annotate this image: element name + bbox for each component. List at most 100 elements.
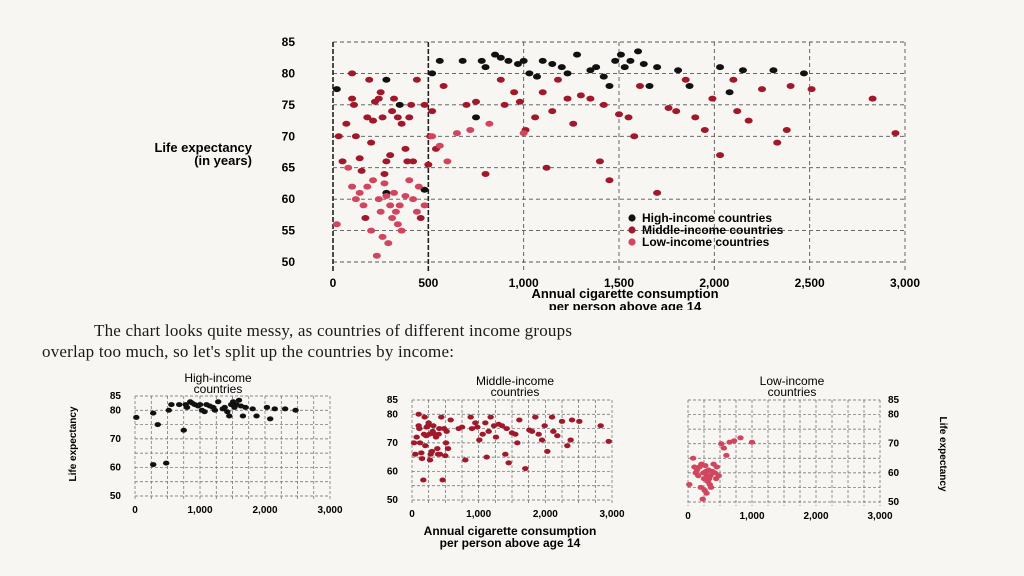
small-y-tick-label: 50 (888, 497, 900, 508)
main-point-high (481, 64, 490, 71)
small-point-middle (502, 451, 509, 457)
small-chart-middle-income: 50 60 70 80 85 0 1,000 2,000 3,000 (387, 395, 625, 520)
main-point-middle (382, 158, 391, 165)
main-point-high (611, 57, 620, 64)
small-y-tick-label: 50 (387, 495, 399, 506)
small-point-middle (548, 414, 556, 420)
main-point-middle (397, 120, 406, 127)
main-point-high (472, 114, 480, 121)
small-x-tick-label: 3,000 (599, 509, 624, 520)
main-point-middle (388, 108, 397, 115)
small-point-middle (436, 451, 444, 457)
main-point-middle (758, 86, 766, 93)
main-point-high (420, 186, 429, 193)
main-point-low (409, 196, 418, 203)
small-point-middle (467, 414, 474, 420)
small-y-label-right: Life expectancy (937, 416, 948, 491)
main-point-low (384, 240, 393, 247)
small-point-middle (492, 434, 500, 440)
main-point-middle (548, 108, 557, 115)
main-point-low (388, 215, 397, 221)
small-y-tick-label: 85 (110, 391, 122, 402)
main-point-high (616, 51, 625, 58)
small-x-tick-label: 1,000 (466, 509, 491, 520)
main-point-low (412, 208, 421, 215)
small-point-high (168, 402, 175, 408)
main-point-middle (349, 101, 358, 108)
main-point-high (513, 61, 522, 67)
small-y-label-left: Life expectancy (68, 406, 79, 481)
small-point-low (720, 445, 728, 451)
small-point-high (165, 407, 172, 413)
small-point-high (281, 406, 289, 412)
small-point-low (748, 439, 756, 445)
main-point-low (348, 183, 357, 190)
small-point-middle (436, 426, 443, 432)
main-point-low (376, 208, 385, 215)
small-point-low (707, 484, 715, 490)
small-point-middle (435, 431, 442, 437)
small-point-middle (554, 433, 561, 439)
small-point-high (201, 409, 208, 415)
main-point-middle (664, 105, 673, 111)
small-x-label-line2: per person above age 14 (440, 536, 581, 550)
main-point-high (592, 64, 601, 71)
main-point-low (391, 208, 400, 215)
small-point-middle (418, 450, 425, 456)
main-point-high (395, 101, 404, 108)
main-point-middle (586, 95, 595, 102)
small-title-middle-line2: countries (491, 385, 540, 399)
main-point-middle (351, 133, 360, 140)
small-point-high (180, 427, 187, 433)
main-point-high (496, 54, 505, 61)
main-point-middle (782, 127, 791, 133)
legend-marker-low (628, 238, 636, 246)
main-point-high (519, 57, 528, 64)
main-point-middle (365, 76, 374, 83)
main-point-high (653, 64, 662, 71)
small-x-label-line1: Annual cigarette consumption (424, 524, 597, 538)
small-title-middle-line1: Middle-income (476, 374, 554, 388)
main-point-high (563, 70, 572, 77)
main-point-low (372, 252, 381, 259)
small-point-middle (535, 431, 542, 437)
small-point-high (242, 404, 249, 410)
main-point-low (355, 189, 364, 196)
small-point-middle (430, 423, 437, 429)
main-point-middle (569, 120, 578, 127)
small-title-high-line1: High-income (184, 371, 252, 385)
main-point-middle (496, 76, 505, 83)
small-point-high (196, 402, 204, 408)
main-point-low (390, 189, 399, 196)
main-point-high (725, 89, 734, 96)
small-y-tick-label: 80 (110, 405, 122, 416)
small-y-tick-label: 70 (888, 439, 900, 450)
main-point-middle (595, 158, 604, 165)
main-point-middle (374, 95, 383, 102)
main-point-high (685, 83, 694, 89)
main-point-high (557, 64, 566, 71)
small-point-middle (487, 414, 494, 420)
main-point-middle (630, 133, 639, 140)
main-point-high (620, 64, 629, 71)
small-point-high (253, 413, 260, 419)
small-point-middle (443, 428, 450, 434)
small-chart-high-income: 50 60 70 80 85 0 1,000 2,000 3,000 (110, 391, 343, 516)
small-point-middle (410, 440, 418, 446)
small-point-low (730, 438, 738, 444)
main-point-middle (729, 76, 738, 83)
main-point-middle (868, 95, 877, 102)
main-x-tick-label: 500 (418, 276, 438, 290)
small-multiples: 50 60 70 80 85 0 1,000 2,000 3,000 50 60 70 80 85 0 1,… (68, 371, 948, 550)
main-point-middle (363, 114, 372, 121)
main-point-high (382, 76, 391, 83)
small-point-middle (415, 411, 422, 417)
small-point-high (235, 397, 243, 403)
small-point-high (150, 410, 157, 416)
small-y-tick-label: 60 (387, 466, 399, 477)
small-point-low (699, 496, 706, 502)
main-point-high (769, 67, 778, 74)
main-x-label-line1: Annual cigarette consumption (531, 286, 718, 301)
small-x-tick-label: 1,000 (739, 511, 764, 522)
